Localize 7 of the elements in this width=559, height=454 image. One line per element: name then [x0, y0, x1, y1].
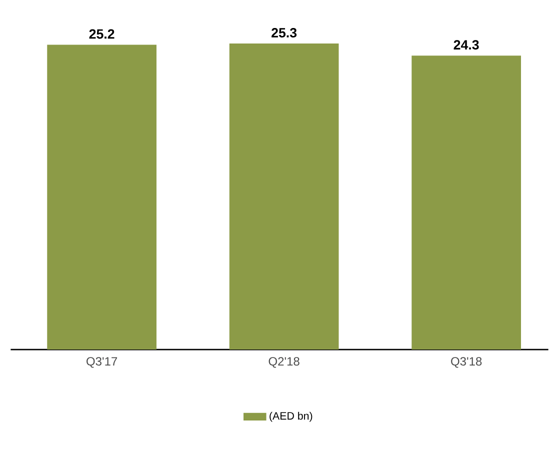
data-label: 25.3	[272, 28, 297, 38]
legend-label: (AED bn)	[270, 412, 312, 422]
x-tick-label: Q2'18	[268, 357, 300, 368]
x-tick-label: Q3'18	[451, 357, 482, 368]
data-label: 25.2	[89, 29, 114, 39]
data-label: 24.3	[454, 40, 479, 50]
x-tick-label: Q3'17	[86, 357, 118, 368]
